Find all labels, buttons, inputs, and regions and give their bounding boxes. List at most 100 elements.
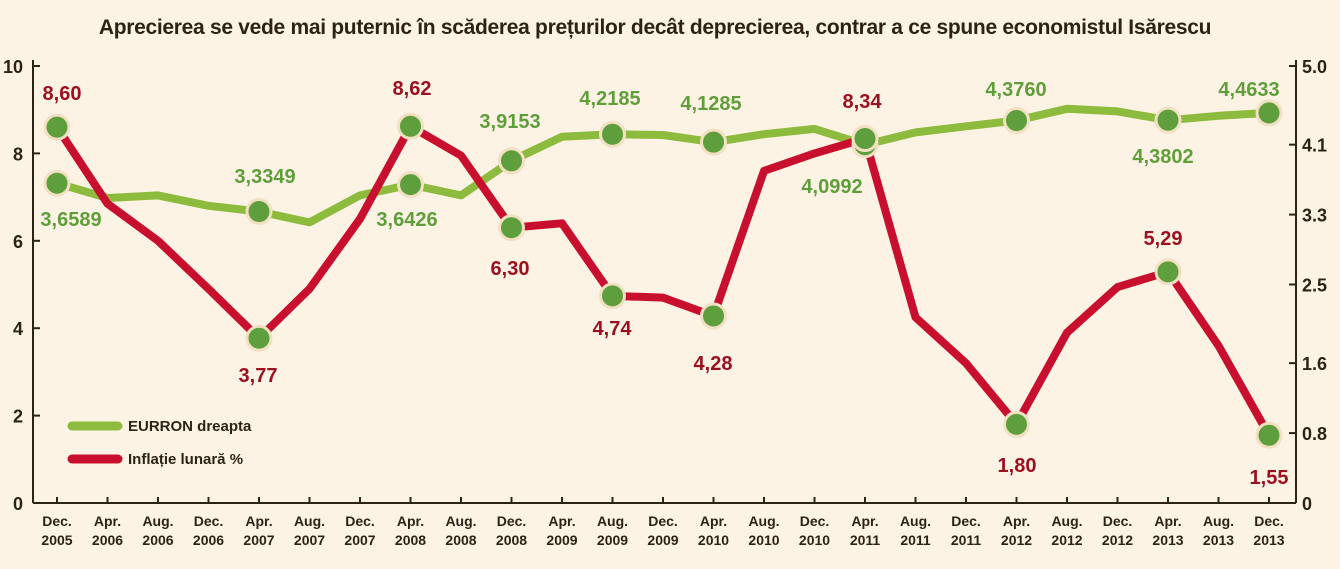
x-axis-year-label: 2011 xyxy=(900,532,931,548)
right-axis-tick-label: 4.1 xyxy=(1302,136,1327,156)
eurron-data-label: 4,3760 xyxy=(985,79,1046,101)
inflation-point-marker xyxy=(498,214,525,242)
eurron-data-label: 4,0992 xyxy=(801,176,862,198)
legend-eurron-label: EURRON dreapta xyxy=(128,418,252,435)
x-axis-month-label: Aug. xyxy=(900,513,931,529)
x-axis-month-label: Aug. xyxy=(294,513,325,529)
inflation-data-label: 8,34 xyxy=(843,91,883,113)
eurron-data-label: 4,2185 xyxy=(579,88,640,110)
inflation-point-marker xyxy=(397,112,424,140)
inflation-data-label: 8,60 xyxy=(43,83,82,105)
inflation-point-marker xyxy=(851,125,879,153)
x-axis-month-label: Apr. xyxy=(851,513,878,529)
x-axis-year-label: 2007 xyxy=(344,532,375,548)
x-axis-year-label: 2007 xyxy=(294,532,325,548)
x-axis-month-label: Apr. xyxy=(1154,513,1181,529)
x-axis-year-label: 2010 xyxy=(748,532,779,548)
inflation-data-label: 1,80 xyxy=(998,455,1037,477)
eurron-point-marker xyxy=(700,128,727,156)
x-axis-month-label: Aug. xyxy=(142,513,173,529)
x-axis-year-label: 2011 xyxy=(951,532,982,548)
x-axis-month-label: Aug. xyxy=(597,513,628,529)
eurron-data-label: 3,9153 xyxy=(479,111,540,133)
x-axis-month-label: Dec. xyxy=(345,513,375,529)
inflation-data-label: 4,74 xyxy=(593,318,633,340)
eurron-data-label: 3,6426 xyxy=(376,209,437,231)
eurron-point-marker xyxy=(498,147,525,175)
x-axis-year-label: 2009 xyxy=(647,532,678,548)
x-axis-month-label: Apr. xyxy=(700,513,727,529)
inflation-point-marker xyxy=(1154,258,1182,286)
left-axis-tick-label: 4 xyxy=(13,319,23,339)
eurron-data-label: 3,3349 xyxy=(234,166,295,188)
x-axis-year-label: 2012 xyxy=(1102,532,1133,548)
eurron-point-marker xyxy=(397,171,424,199)
right-axis-tick-label: 2.5 xyxy=(1302,276,1327,296)
left-axis-tick-label: 2 xyxy=(13,407,23,427)
left-axis-tick-label: 0 xyxy=(13,494,23,514)
inflation-point-marker xyxy=(599,282,626,310)
right-axis-tick-label: 3.3 xyxy=(1302,206,1327,226)
x-axis-year-label: 2006 xyxy=(142,532,173,548)
eurron-point-marker xyxy=(43,169,71,197)
eurron-point-marker xyxy=(1154,106,1182,134)
left-axis-tick-label: 10 xyxy=(3,57,23,77)
x-axis-year-label: 2005 xyxy=(41,532,72,548)
x-axis-year-label: 2008 xyxy=(395,532,426,548)
x-axis-month-label: Dec. xyxy=(951,513,981,529)
x-axis-year-label: 2009 xyxy=(597,532,628,548)
x-axis-month-label: Aug. xyxy=(1051,513,1082,529)
inflation-data-label: 6,30 xyxy=(491,258,530,280)
eurron-data-label: 4,4633 xyxy=(1218,79,1279,101)
x-axis-month-label: Dec. xyxy=(1103,513,1133,529)
x-axis-month-label: Aug. xyxy=(445,513,476,529)
x-axis-month-label: Apr. xyxy=(94,513,121,529)
inflation-data-label: 5,29 xyxy=(1144,228,1183,250)
x-axis-year-label: 2013 xyxy=(1203,532,1234,548)
x-axis-year-label: 2009 xyxy=(546,532,577,548)
eurron-data-label: 4,3802 xyxy=(1132,146,1193,168)
eurron-point-marker xyxy=(245,198,273,226)
eurron-data-label: 4,1285 xyxy=(680,93,741,115)
x-axis-month-label: Apr. xyxy=(548,513,575,529)
inflation-data-label: 8,62 xyxy=(393,78,432,100)
x-axis-month-label: Apr. xyxy=(397,513,424,529)
x-axis-year-label: 2007 xyxy=(243,532,274,548)
x-axis-month-label: Aug. xyxy=(748,513,779,529)
x-axis-year-label: 2006 xyxy=(92,532,123,548)
inflation-point-marker xyxy=(1255,421,1283,449)
x-axis-month-label: Dec. xyxy=(800,513,830,529)
inflation-point-marker xyxy=(245,324,273,352)
x-axis-year-label: 2010 xyxy=(698,532,729,548)
inflation-point-marker xyxy=(43,113,71,141)
x-axis-year-label: 2012 xyxy=(1001,532,1032,548)
chart-title: Aprecierea se vede mai puternic în scăde… xyxy=(98,16,1212,39)
x-axis-year-label: 2006 xyxy=(193,532,224,548)
inflation-data-label: 4,28 xyxy=(694,353,733,375)
x-axis-year-label: 2012 xyxy=(1051,532,1082,548)
eurron-data-label: 3,6589 xyxy=(40,209,101,231)
inflation-point-marker xyxy=(700,302,727,330)
x-axis-month-label: Dec. xyxy=(648,513,678,529)
x-axis-month-label: Dec. xyxy=(497,513,527,529)
inflation-data-label: 1,55 xyxy=(1250,467,1289,489)
inflation-data-label: 3,77 xyxy=(239,365,278,387)
x-axis-year-label: 2008 xyxy=(445,532,476,548)
inflation-point-marker xyxy=(1003,410,1030,438)
x-axis-year-label: 2011 xyxy=(850,532,881,548)
right-axis-tick-label: 1.6 xyxy=(1302,354,1327,374)
x-axis-year-label: 2013 xyxy=(1253,532,1284,548)
eurron-point-marker xyxy=(1003,107,1030,135)
x-axis-month-label: Dec. xyxy=(194,513,224,529)
x-axis-year-label: 2013 xyxy=(1152,532,1183,548)
left-axis-tick-label: 6 xyxy=(13,232,23,252)
x-axis-month-label: Apr. xyxy=(1003,513,1030,529)
right-axis-tick-label: 0.8 xyxy=(1302,424,1327,444)
right-axis-tick-label: 0 xyxy=(1302,494,1312,514)
right-axis-tick-label: 5.0 xyxy=(1302,57,1327,77)
x-axis-month-label: Aug. xyxy=(1203,513,1234,529)
eurron-point-marker xyxy=(599,120,626,148)
x-axis-month-label: Apr. xyxy=(245,513,272,529)
